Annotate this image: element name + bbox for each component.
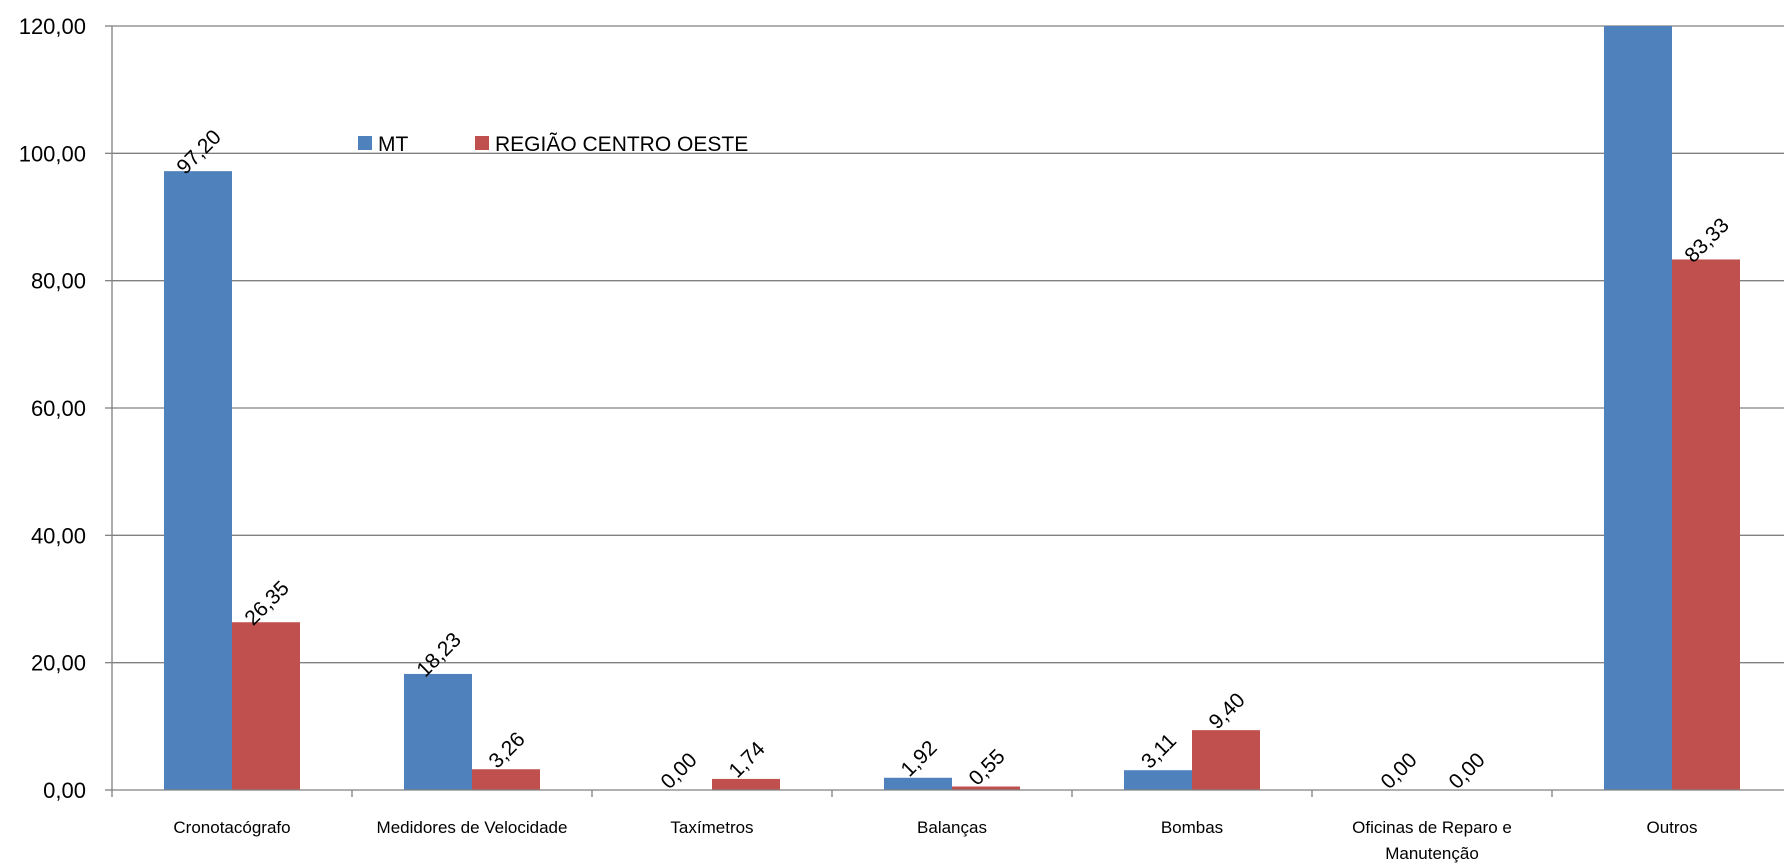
y-tick-label: 120,00 — [19, 14, 86, 39]
bar-regiao-centro-oeste — [472, 769, 540, 790]
x-category-label: Cronotacógrafo — [173, 818, 290, 837]
x-category-label: Oficinas de Reparo e Manutenção — [1352, 818, 1512, 863]
x-category-label: Bombas — [1161, 818, 1223, 837]
legend-label: MT — [378, 133, 408, 156]
y-tick-label: 80,00 — [31, 269, 86, 294]
bar-mt — [164, 171, 232, 790]
x-category-label: Outros — [1646, 818, 1697, 837]
data-label: 1,74 — [724, 737, 769, 782]
bar-regiao-centro-oeste — [952, 786, 1020, 790]
y-tick-label: 20,00 — [31, 651, 86, 676]
y-tick-label: 40,00 — [31, 523, 86, 548]
data-label: 0,00 — [656, 748, 701, 793]
x-category-label: Medidores de Velocidade — [377, 818, 568, 837]
x-category-label: Balanças — [917, 818, 987, 837]
y-axis-tick-labels: 0,00 20,00 40,00 60,00 80,00 100,00 120,00 — [19, 14, 86, 803]
bar-regiao-centro-oeste — [232, 622, 300, 790]
legend-swatch — [358, 136, 372, 150]
data-label: 1,92 — [896, 736, 941, 781]
data-label: 3,26 — [484, 728, 529, 773]
bar-mt — [404, 673, 472, 790]
bar-mt — [884, 777, 952, 790]
bar-regiao-centro-oeste — [1192, 730, 1260, 790]
data-label: 97,20 — [172, 126, 225, 179]
axes — [105, 25, 1784, 797]
x-axis-category-labels: Cronotacógrafo Medidores de Velocidade Tax… — [173, 818, 1697, 863]
data-label: 3,11 — [1137, 729, 1181, 773]
data-label: 9,40 — [1204, 689, 1249, 734]
x-category-label: Taxímetros — [670, 818, 753, 837]
data-label: 26,35 — [240, 577, 293, 630]
legend-label: REGIÃO CENTRO OESTE — [495, 132, 748, 156]
legend: MT REGIÃO CENTRO OESTE — [358, 132, 748, 156]
bars — [164, 26, 1740, 790]
data-label: 18,23 — [412, 628, 465, 681]
data-label: 0,00 — [1376, 748, 1421, 793]
legend-swatch — [475, 136, 489, 150]
bar-regiao-centro-oeste — [712, 778, 780, 790]
y-tick-label: 100,00 — [19, 141, 86, 166]
bar-mt — [1124, 770, 1192, 790]
bar-regiao-centro-oeste — [1672, 259, 1740, 790]
y-tick-label: 0,00 — [43, 778, 86, 803]
data-label: 83,33 — [1680, 214, 1733, 267]
data-label: 0,00 — [1444, 748, 1489, 793]
gridlines — [112, 25, 1784, 664]
bar-mt — [1604, 26, 1672, 790]
y-tick-label: 60,00 — [31, 396, 86, 421]
data-label: 0,55 — [964, 745, 1009, 790]
